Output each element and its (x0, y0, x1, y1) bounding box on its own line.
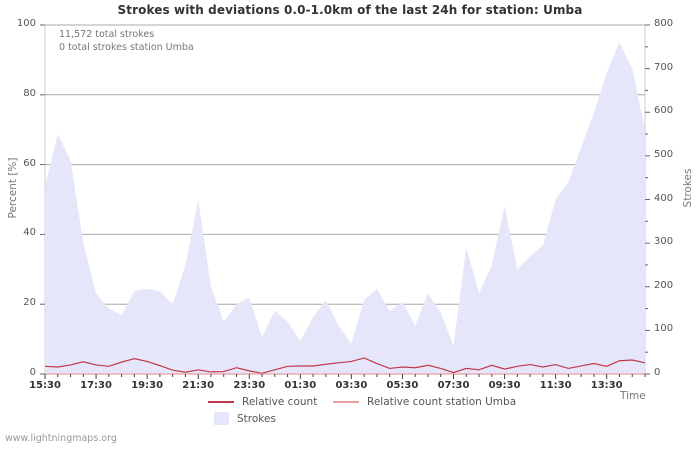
x-tick-1130: 11:30 (539, 380, 572, 391)
y-tick-right-700: 700 (654, 61, 674, 73)
x-tick-1730: 17:30 (80, 380, 112, 391)
y-tick-left-40: 40 (23, 227, 36, 239)
y-tick-left-60: 60 (23, 157, 36, 169)
x-tick-2330: 23:30 (233, 380, 266, 391)
x-tick-1930: 19:30 (131, 380, 164, 391)
x-tick-0130: 01:30 (284, 380, 317, 391)
y-tick-right-500: 500 (654, 148, 674, 160)
annotation-station-strokes: 0 total strokes station Umba (59, 42, 194, 53)
legend-swatch-strokes (214, 412, 229, 425)
footer-url: www.lightningmaps.org (5, 433, 117, 444)
legend-item-relative-count-station: Relative count station Umba (333, 396, 516, 408)
series-area-strokes (45, 42, 645, 374)
x-tick-0730: 07:30 (437, 380, 470, 391)
x-tick-0930: 09:30 (488, 380, 521, 391)
x-tick-2130: 21:30 (182, 380, 215, 391)
y-tick-left-80: 80 (23, 87, 36, 99)
x-tick-1330: 13:30 (590, 380, 623, 391)
legend-label-strokes: Strokes (237, 412, 276, 425)
y-tick-right-300: 300 (654, 236, 674, 248)
y-tick-right-400: 400 (654, 192, 674, 204)
y-tick-right-100: 100 (654, 323, 674, 335)
y-tick-right-200: 200 (654, 279, 674, 291)
legend-label-relative-count: Relative count (242, 396, 318, 408)
x-tick-0330: 03:30 (335, 380, 368, 391)
x-tick-1530: 15:30 (29, 380, 61, 391)
x-tick-0530: 05:30 (386, 380, 419, 391)
y-tick-right-600: 600 (654, 105, 674, 117)
series-line-relative-count (44, 357, 646, 374)
y-tick-left-0: 0 (29, 367, 36, 378)
legend-swatch-relative-count-station (333, 401, 359, 403)
legend-swatch-relative-count (208, 401, 234, 403)
x-axis-title: Time (620, 390, 646, 402)
y-tick-right-0: 0 (654, 367, 661, 378)
y-tick-left-20: 20 (23, 297, 36, 309)
y-tick-right-800: 800 (654, 18, 674, 29)
legend-item-relative-count: Relative count (208, 396, 317, 408)
y-tick-left-100: 100 (16, 18, 36, 29)
chart-title: Strokes with deviations 0.0-1.0km of the… (117, 3, 583, 17)
y-axis-right-title: Strokes (682, 168, 694, 208)
annotation-total-strokes: 11,572 total strokes (59, 29, 155, 40)
legend-item-strokes: Strokes (208, 412, 276, 425)
legend-label-relative-count-station: Relative count station Umba (367, 396, 517, 408)
